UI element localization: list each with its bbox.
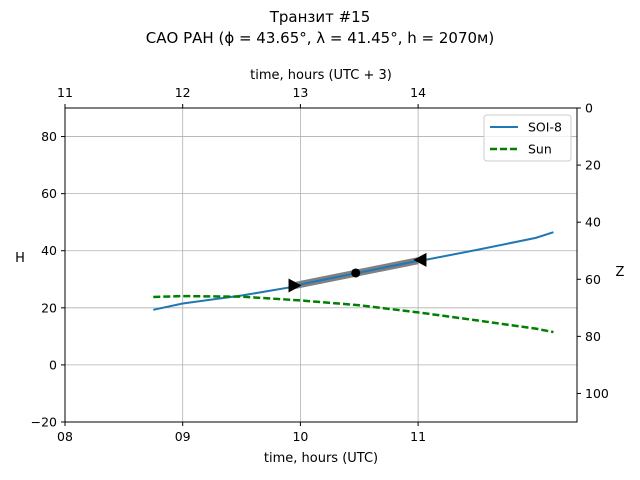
- y-left-tick-label: 20: [41, 300, 57, 315]
- axes-frame: [64, 107, 578, 423]
- x-top-tick-label: 11: [57, 85, 73, 100]
- y-right-tick-label: 60: [585, 272, 601, 287]
- x-axis-top-label: time, hours (UTC + 3): [250, 68, 392, 83]
- x-axis-bottom-label: time, hours (UTC): [264, 451, 378, 466]
- legend-label-soi8: SOI-8: [528, 120, 562, 135]
- y-right-tick-label: 40: [585, 215, 601, 230]
- y-left-tick-label: 0: [49, 357, 57, 372]
- y-left-tick-label: 40: [41, 243, 57, 258]
- legend: SOI-8 Sun: [483, 114, 572, 162]
- y-axis-right-label: Z: [616, 265, 625, 280]
- x-top-tick-label: 13: [292, 85, 308, 100]
- x-top-tick-label: 14: [410, 85, 426, 100]
- x-bottom-tick-label: 09: [175, 429, 191, 444]
- chart-title-line2: САО РАН (ϕ = 43.65°, λ = 41.45°, h = 207…: [146, 29, 494, 47]
- x-bottom-tick-label: 08: [57, 429, 73, 444]
- marker-midpoint: [351, 268, 361, 278]
- x-bottom-tick-label: 11: [410, 429, 426, 444]
- y-left-tick-label: 60: [41, 186, 57, 201]
- y-right-tick-label: 20: [585, 158, 601, 173]
- y-right-tick-label: 100: [585, 386, 609, 401]
- series-line-sun: [153, 294, 554, 334]
- chart-title-line1: Транзит #15: [269, 8, 371, 26]
- marker-end-triangle: [413, 252, 427, 267]
- y-axis-left-label: H: [15, 251, 25, 266]
- x-bottom-tick-label: 10: [292, 429, 308, 444]
- y-left-tick-label: −20: [31, 415, 57, 430]
- y-left-tick-label: 80: [41, 129, 57, 144]
- y-right-tick-label: 0: [585, 101, 593, 116]
- marker-start-triangle: [288, 278, 302, 293]
- marker-layer: [288, 252, 427, 293]
- plot-frame: [64, 107, 578, 423]
- x-top-tick-label: 12: [175, 85, 191, 100]
- y-right-tick-label: 80: [585, 329, 601, 344]
- ticks: 08 09 10 11 11 12 13 14 −20 0 20 40 60 80 0 20 40 60 80 100: [31, 85, 609, 444]
- series-layer: [153, 231, 554, 334]
- legend-label-sun: Sun: [528, 142, 552, 157]
